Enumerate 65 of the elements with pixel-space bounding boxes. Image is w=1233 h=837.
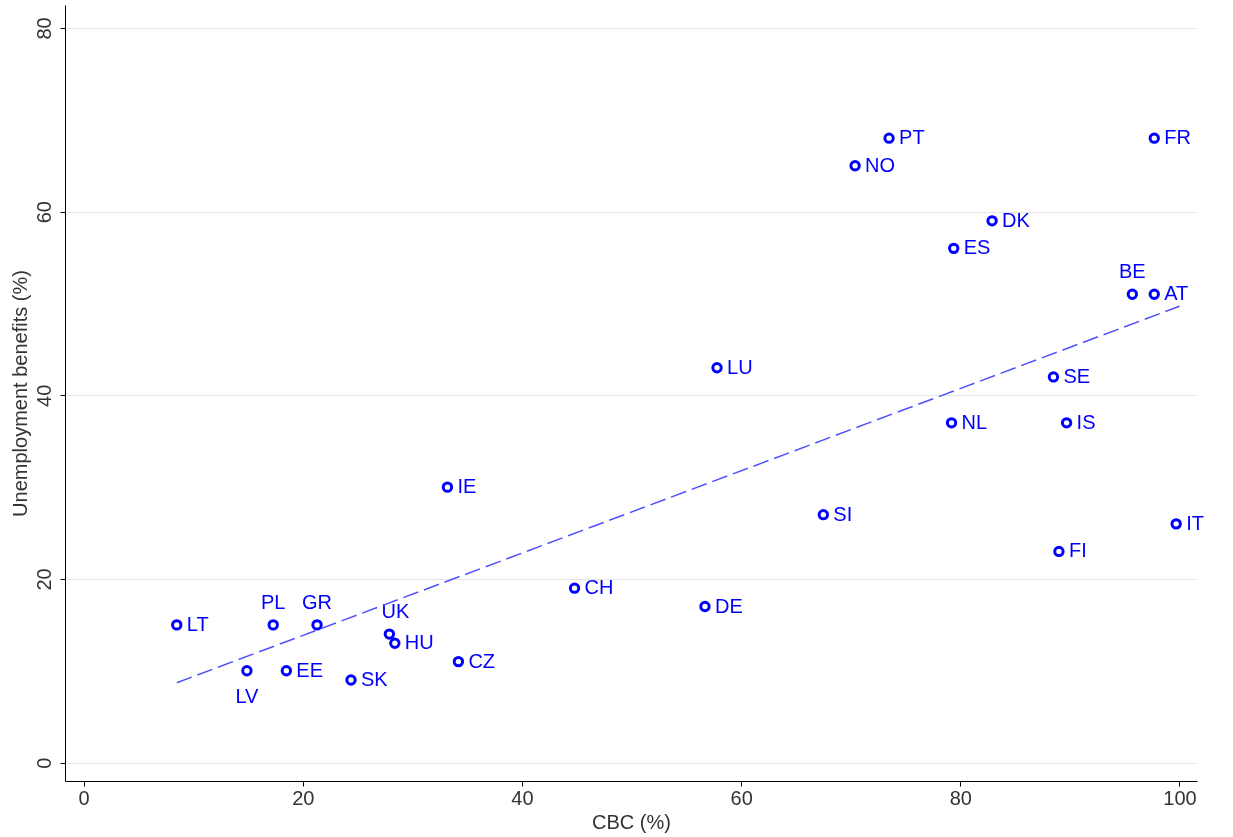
point bbox=[1126, 288, 1139, 300]
point bbox=[311, 619, 323, 631]
point bbox=[441, 481, 454, 493]
data-label: FI bbox=[1068, 539, 1087, 562]
data-label: LU bbox=[727, 355, 753, 378]
data-label: UK bbox=[381, 600, 410, 623]
point bbox=[280, 665, 293, 677]
data-label: IS bbox=[1076, 410, 1096, 433]
point bbox=[849, 160, 861, 172]
data-label: SI bbox=[833, 502, 853, 525]
point bbox=[945, 417, 958, 429]
data-label: LV bbox=[235, 684, 260, 707]
point bbox=[1170, 518, 1182, 530]
y-axis-title: Unemployment benefits (%) bbox=[8, 270, 31, 517]
y-tick-label: 20 bbox=[32, 568, 55, 591]
point bbox=[1047, 371, 1060, 383]
data-label: PL bbox=[260, 590, 286, 613]
point bbox=[883, 132, 895, 144]
data-label: DE bbox=[714, 594, 743, 617]
data-label: EE bbox=[296, 658, 324, 681]
data-label: HU bbox=[404, 631, 434, 654]
point bbox=[699, 600, 711, 613]
point bbox=[171, 619, 183, 631]
point bbox=[345, 674, 357, 686]
data-label: CH bbox=[584, 576, 614, 599]
data-label: AT bbox=[1164, 282, 1189, 305]
y-tick-label: 60 bbox=[32, 201, 55, 224]
x-tick-label: 40 bbox=[511, 786, 534, 809]
x-axis-title: CBC (%) bbox=[592, 810, 671, 833]
point bbox=[389, 637, 401, 649]
point bbox=[568, 582, 581, 594]
data-label: GR bbox=[302, 590, 333, 613]
y-tick-label: 0 bbox=[32, 757, 55, 769]
y-tick-label: 80 bbox=[32, 17, 55, 40]
data-label: LT bbox=[186, 612, 209, 635]
data-label: IT bbox=[1186, 511, 1204, 534]
data-label: FR bbox=[1164, 126, 1191, 149]
point bbox=[948, 242, 960, 255]
data-label: PT bbox=[899, 126, 925, 149]
point bbox=[817, 509, 829, 521]
data-label: NO bbox=[865, 153, 896, 176]
x-tick-label: 80 bbox=[949, 786, 972, 809]
x-tick-label: 100 bbox=[1163, 786, 1197, 809]
point bbox=[1148, 132, 1160, 144]
x-tick-label: 20 bbox=[292, 786, 315, 809]
data-label: SE bbox=[1063, 364, 1091, 387]
data-label: BE bbox=[1119, 260, 1146, 283]
data-label: IE bbox=[457, 475, 477, 498]
point bbox=[383, 628, 396, 640]
point bbox=[1060, 417, 1073, 429]
point bbox=[452, 655, 465, 668]
point bbox=[711, 362, 723, 374]
x-tick-label: 60 bbox=[730, 786, 753, 809]
y-tick-label: 40 bbox=[32, 384, 55, 407]
data-label: DK bbox=[1002, 208, 1031, 231]
point bbox=[241, 665, 253, 677]
point bbox=[986, 215, 998, 227]
point bbox=[1148, 288, 1160, 300]
point bbox=[267, 619, 279, 631]
data-label: ES bbox=[963, 236, 991, 259]
x-tick-label: 0 bbox=[78, 786, 90, 809]
data-label: CZ bbox=[468, 649, 496, 672]
data-label: NL bbox=[961, 410, 988, 433]
point bbox=[1053, 545, 1065, 558]
data-label: SK bbox=[361, 667, 389, 690]
